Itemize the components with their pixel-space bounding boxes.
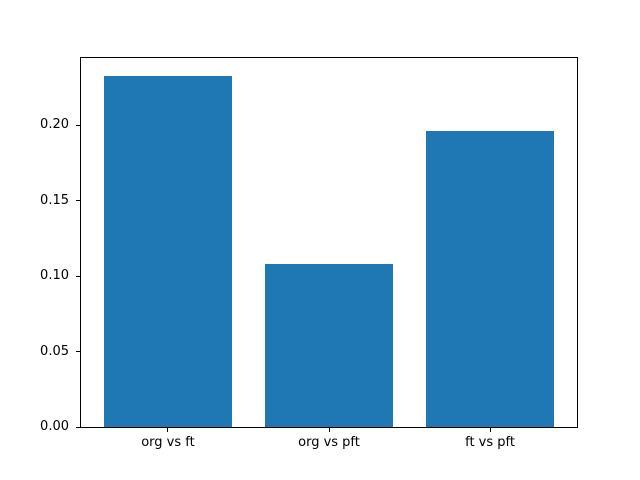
y-tick-label: 0.10: [40, 268, 69, 284]
x-tick-label: org vs ft: [141, 435, 195, 450]
x-tick-label: ft vs pft: [465, 435, 515, 450]
y-tick-mark: [76, 200, 80, 202]
y-tick-mark: [76, 275, 80, 277]
x-tick-mark: [167, 428, 169, 432]
y-tick-label: 0.20: [40, 117, 69, 133]
x-tick-mark: [328, 428, 330, 432]
x-tick-mark: [489, 428, 491, 432]
bar-org-vs-ft: [103, 75, 233, 427]
y-tick-mark: [76, 124, 80, 126]
y-tick-mark: [76, 351, 80, 353]
y-tick-label: 0.00: [40, 419, 69, 434]
plot-area: 0.00 0.05 0.10 0.15 0.20 org vs ft org vs pft f…: [40, 57, 578, 450]
y-tick-label: 0.15: [40, 192, 69, 208]
bar-ft-vs-pft: [425, 131, 555, 427]
y-tick-label: 0.05: [40, 343, 69, 359]
bar-org-vs-pft: [264, 264, 394, 427]
y-tick-mark: [76, 426, 80, 428]
x-tick-label: org vs pft: [298, 435, 360, 450]
